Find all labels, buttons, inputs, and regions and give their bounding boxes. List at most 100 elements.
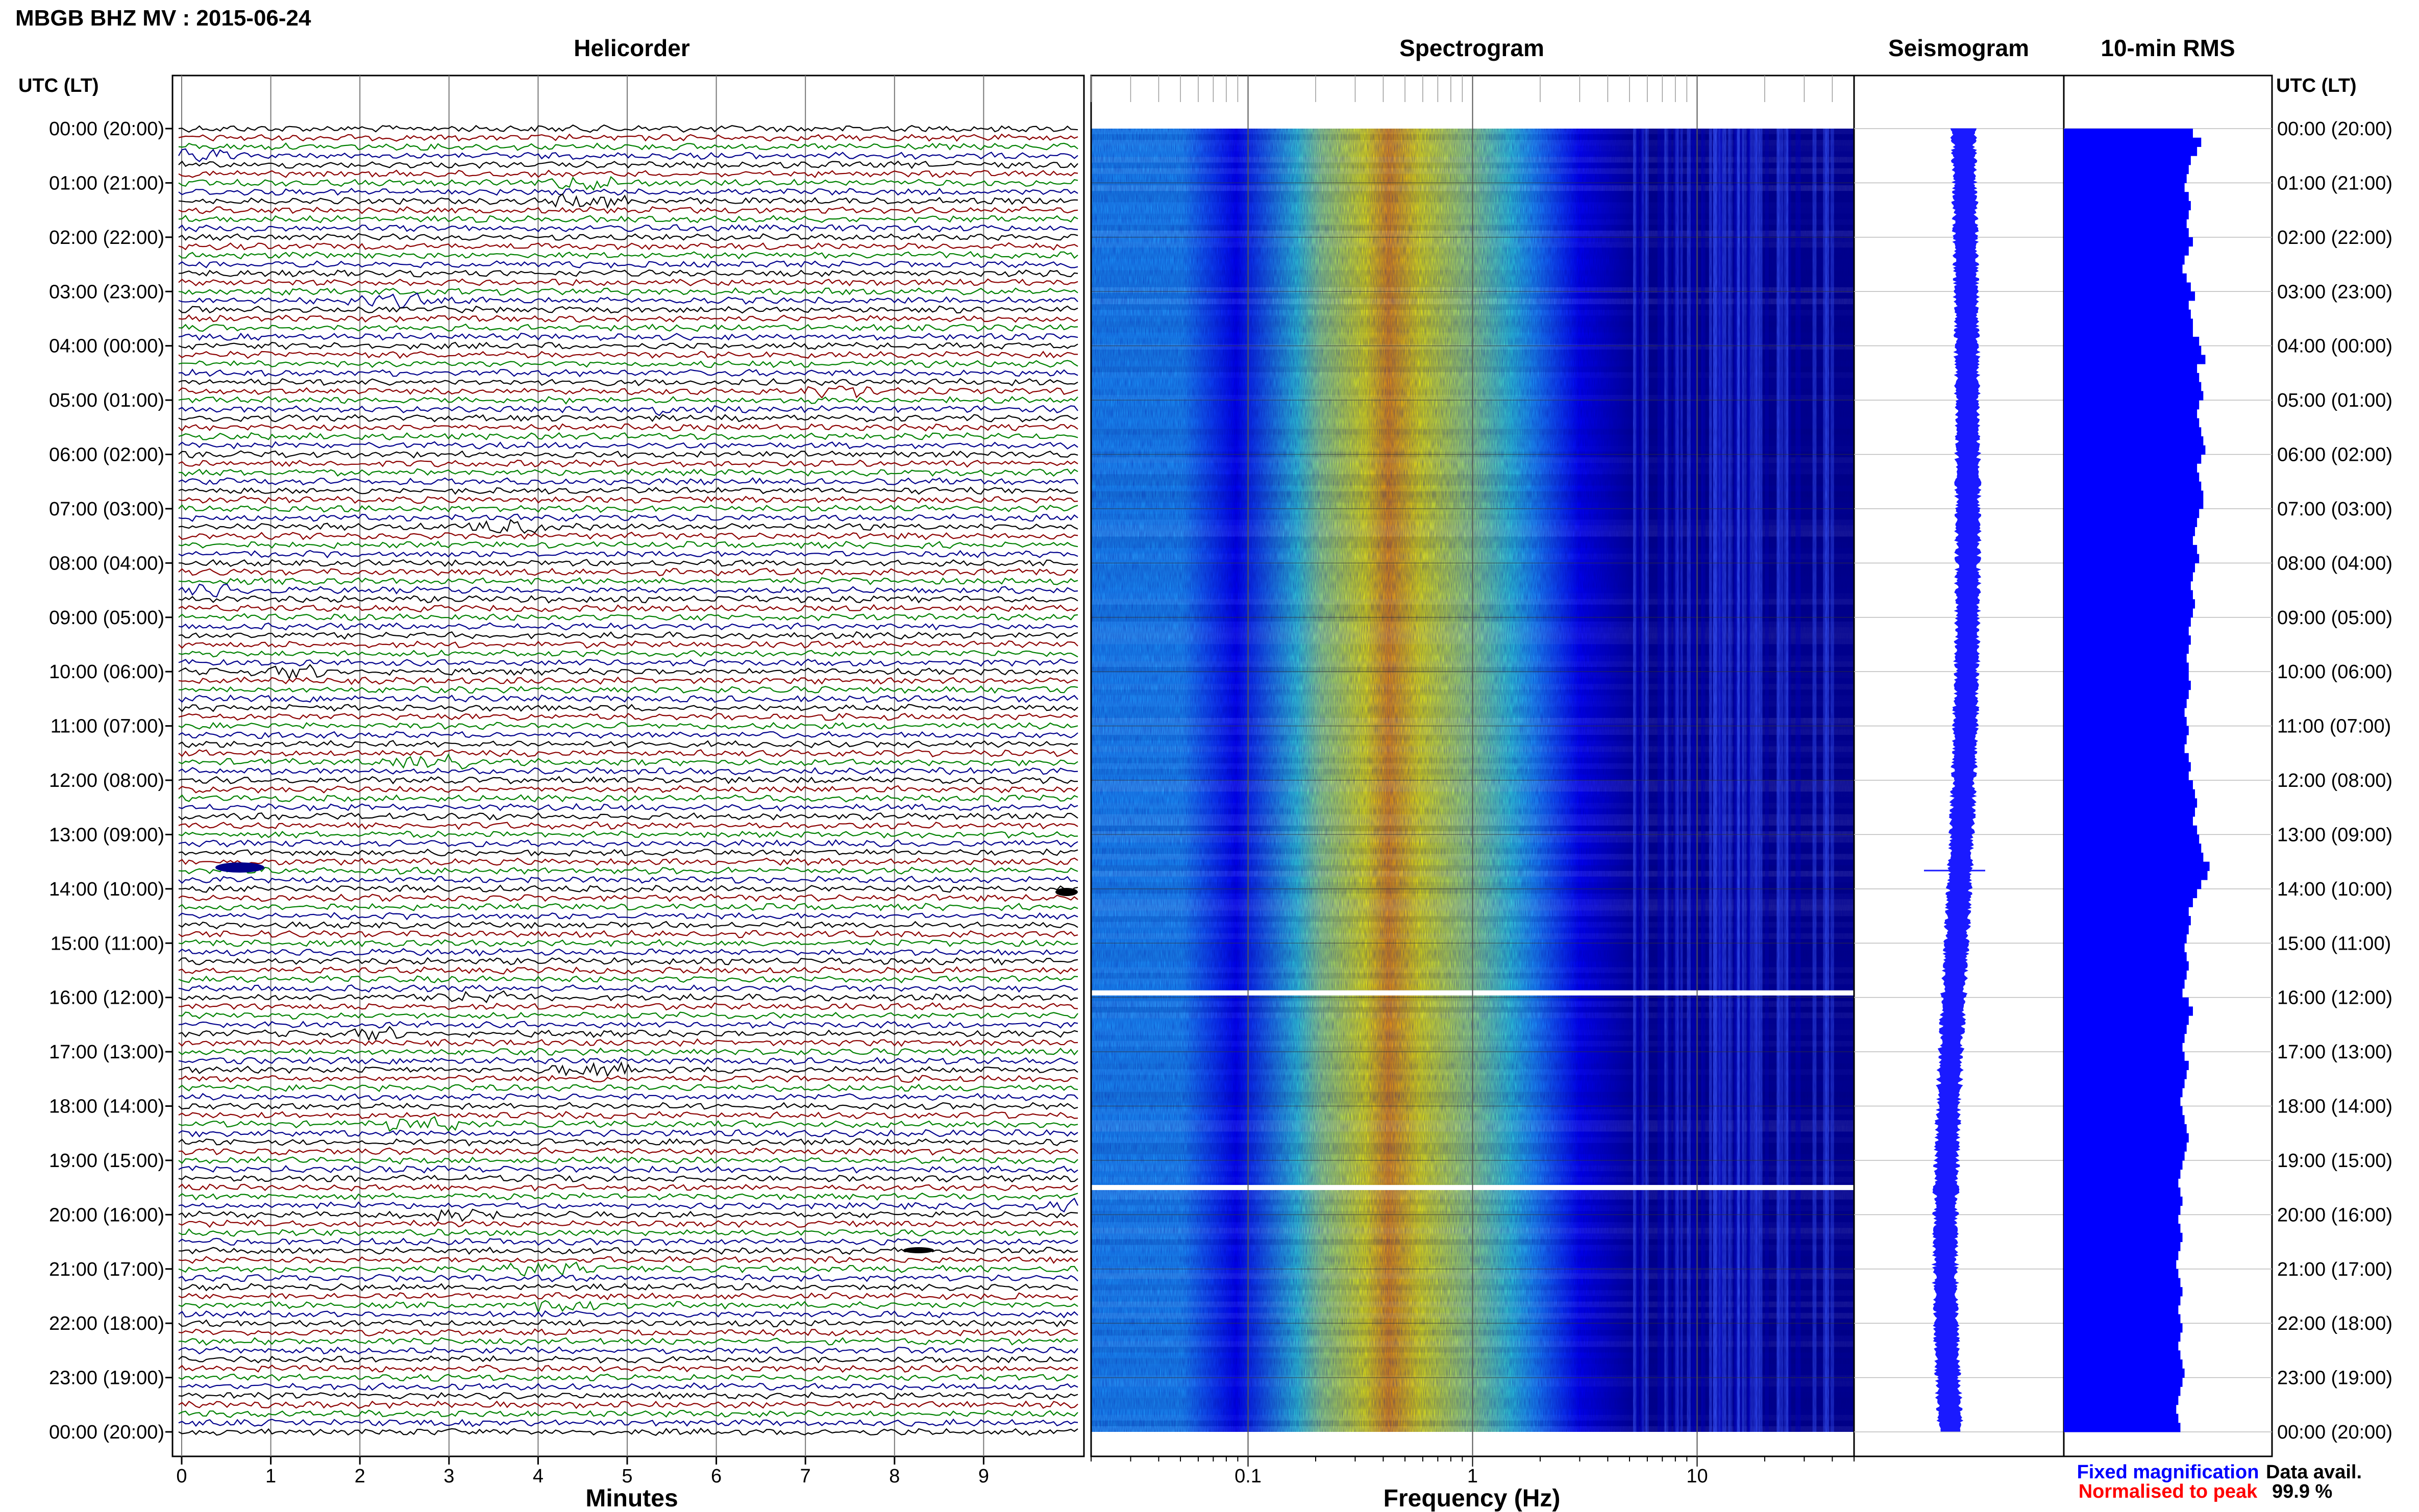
rms-bar — [2064, 1097, 2181, 1106]
rms-bar — [2064, 744, 2185, 754]
rms-bar — [2064, 1423, 2181, 1432]
right-time-label: 15:00 (11:00) — [2277, 933, 2391, 954]
left-time-label: 11:00 (07:00) — [51, 716, 164, 737]
rms-bar — [2064, 1278, 2181, 1287]
helicorder-trace — [178, 1409, 1078, 1418]
helicorder-trace — [178, 1192, 1078, 1201]
right-time-label: 06:00 (02:00) — [2277, 444, 2392, 466]
rms-bar — [2064, 1178, 2179, 1188]
helicorder-trace — [178, 1164, 1078, 1174]
rms-bar — [2064, 880, 2202, 889]
helicorder-trace — [178, 1418, 1078, 1427]
rms-bar — [2064, 173, 2187, 183]
helicorder-trace — [178, 1373, 1078, 1382]
helicorder-trace — [178, 1237, 1078, 1246]
right-axis-header: UTC (LT) — [2276, 75, 2357, 96]
helicorder-trace — [178, 753, 1078, 770]
helicorder-trace — [178, 875, 1078, 884]
rms-bar — [2064, 644, 2189, 654]
rms-bar — [2064, 192, 2189, 202]
rms-bar — [2064, 1368, 2185, 1378]
rms-bar — [2064, 1133, 2189, 1143]
helicorder-trace — [178, 169, 1078, 179]
rms-bar — [2064, 300, 2189, 310]
rms-bar — [2064, 988, 2183, 998]
helicorder-trace — [178, 1365, 1078, 1373]
rms-bar — [2064, 201, 2191, 211]
data-avail-value: 99.9 % — [2272, 1481, 2332, 1502]
rms-bar — [2064, 481, 2202, 491]
right-time-label: 16:00 (12:00) — [2277, 987, 2392, 1009]
rms-bar — [2064, 1214, 2179, 1224]
rms-bar — [2064, 156, 2191, 165]
helicorder-trace — [178, 567, 1078, 577]
rms-bar — [2064, 500, 2204, 509]
helicorder-trace — [178, 704, 1078, 712]
right-time-label: 10:00 (06:00) — [2277, 661, 2392, 683]
rms-bar — [2064, 463, 2198, 473]
helicorder-trace — [178, 242, 1078, 251]
rms-bar — [2064, 1296, 2181, 1306]
helicorder-trace — [178, 1056, 1078, 1065]
helicorder-trace — [178, 1075, 1078, 1083]
rms-bar — [2064, 970, 2187, 980]
helicorder-trace — [178, 957, 1078, 966]
helicorder-trace — [178, 269, 1078, 278]
right-time-label: 00:00 (20:00) — [2277, 1422, 2392, 1443]
helicorder-trace — [178, 459, 1078, 468]
left-time-label: 19:00 (15:00) — [49, 1150, 164, 1172]
rms-bar — [2064, 517, 2198, 527]
rms-bar — [2064, 246, 2189, 256]
helicorder-trace — [178, 206, 1078, 214]
rms-bar — [2064, 400, 2200, 410]
helicorder-x-tick-label: 3 — [443, 1466, 454, 1487]
rms-bar — [2064, 689, 2189, 699]
rms-bar — [2064, 608, 2193, 618]
rms-bar — [2064, 753, 2189, 763]
helicorder-trace — [179, 468, 1078, 477]
rms-bar — [2064, 1024, 2187, 1034]
helicorder-trace — [178, 504, 1078, 513]
rms-bar — [2064, 490, 2204, 500]
helicorder-trace — [178, 142, 1078, 151]
helicorder-trace — [178, 1427, 1078, 1436]
rms-bar — [2064, 1332, 2181, 1342]
helicorder-trace — [178, 395, 1078, 405]
rms-bar — [2064, 852, 2204, 862]
helicorder-trace — [178, 866, 1078, 875]
rms-bar — [2064, 1251, 2179, 1260]
helicorder-trace — [178, 148, 1078, 162]
helicorder-trace — [178, 1026, 1078, 1042]
helicorder-trace — [178, 486, 1078, 495]
rms-bar — [2064, 391, 2204, 401]
right-time-label: 12:00 (08:00) — [2277, 770, 2392, 791]
helicorder-trace — [178, 984, 1078, 993]
helicorder-trace — [178, 604, 1078, 613]
rms-bar — [2064, 626, 2189, 636]
helicorder-trace — [178, 948, 1078, 957]
right-time-label: 01:00 (21:00) — [2277, 172, 2392, 194]
helicorder-trace — [178, 1102, 1078, 1110]
helicorder-trace — [178, 1337, 1078, 1346]
legend-fixed-magnification: Fixed magnification — [2077, 1461, 2259, 1483]
helicorder-trace — [178, 332, 1078, 341]
helicorder-trace — [178, 685, 1078, 694]
helicorder-event-marker — [215, 862, 264, 873]
rms-bar — [2064, 726, 2189, 735]
helicorder-trace — [178, 1310, 1078, 1319]
rms-bar — [2064, 336, 2200, 346]
helicorder-trace — [178, 966, 1078, 975]
right-time-label: 05:00 (01:00) — [2277, 390, 2392, 411]
helicorder-panel: 0 1 2 3 4 5 6 7 8 9 — [171, 75, 1085, 1487]
left-time-label: 04:00 (00:00) — [49, 336, 164, 357]
left-time-label: 22:00 (18:00) — [49, 1313, 164, 1334]
helicorder-x-tick-label: 2 — [355, 1466, 365, 1487]
helicorder-trace — [178, 1111, 1078, 1120]
helicorder-trace — [179, 559, 1078, 567]
rms-bar — [2064, 554, 2200, 563]
helicorder-trace — [178, 595, 1078, 604]
helicorder-trace — [178, 1047, 1078, 1056]
rms-bar — [2064, 129, 2193, 138]
rms-bar — [2064, 934, 2187, 944]
helicorder-trace — [178, 857, 1078, 866]
